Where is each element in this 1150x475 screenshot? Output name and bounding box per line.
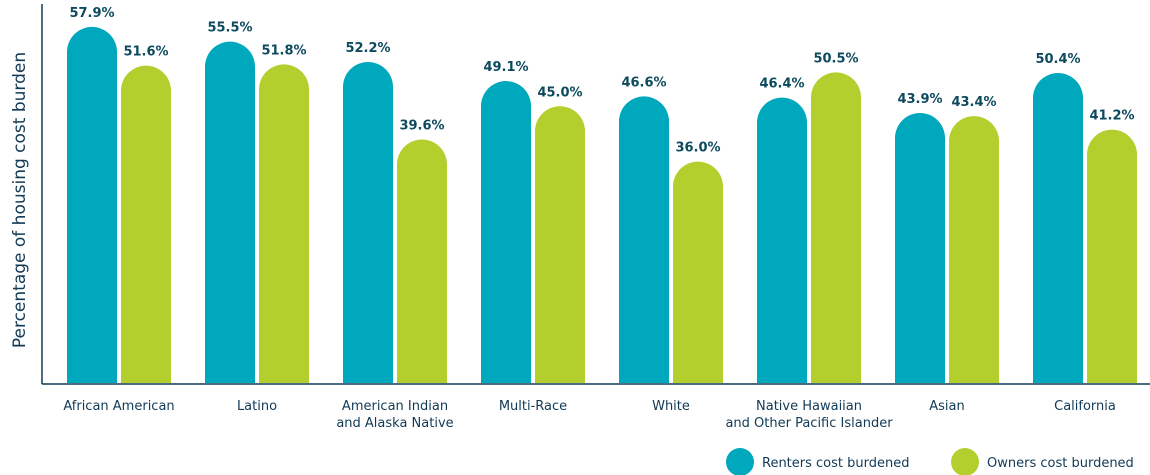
x-tick-label: Asian	[929, 399, 964, 414]
value-label: 50.4%	[1035, 52, 1080, 67]
bar	[121, 65, 171, 383]
bar	[673, 161, 723, 383]
value-label: 43.9%	[897, 92, 942, 107]
value-label: 50.5%	[813, 51, 858, 66]
bar	[481, 81, 531, 383]
legend-label: Renters cost burdened	[762, 456, 909, 471]
bar	[811, 72, 861, 384]
legend-swatch	[726, 448, 754, 475]
x-tick-label: Latino	[237, 399, 277, 414]
bar	[67, 26, 117, 383]
bar	[535, 106, 585, 383]
value-label: 52.2%	[345, 41, 390, 56]
legend-swatch	[951, 448, 979, 475]
value-label: 51.8%	[261, 43, 306, 58]
x-tick-label: African American	[63, 399, 174, 414]
value-label: 51.6%	[123, 45, 168, 60]
bar	[342, 61, 393, 383]
bar	[949, 116, 999, 383]
x-tick-label: American Indian and Alaska Native	[336, 399, 453, 431]
bar	[757, 97, 807, 383]
value-label: 43.4%	[951, 95, 996, 110]
x-tick-label: California	[1054, 399, 1116, 414]
y-axis-title: Percentage of housing cost burden	[10, 52, 30, 348]
x-tick-label: Multi-Race	[499, 399, 567, 414]
value-label: 39.6%	[399, 118, 444, 133]
bar	[895, 113, 945, 383]
bar	[397, 139, 447, 383]
value-label: 55.5%	[207, 21, 252, 36]
bar	[619, 96, 669, 383]
x-tick-label: Native Hawaiian and Other Pacific Islande…	[725, 399, 893, 431]
bar	[259, 64, 309, 384]
value-label: 41.2%	[1089, 109, 1134, 124]
bar	[1033, 73, 1083, 384]
value-label: 49.1%	[483, 60, 528, 75]
bar	[1087, 129, 1137, 383]
value-label: 45.0%	[537, 85, 582, 100]
value-label: 36.0%	[675, 141, 720, 156]
value-label: 57.9%	[69, 6, 114, 21]
bar	[205, 41, 255, 384]
value-label: 46.4%	[759, 77, 804, 92]
value-label: 46.6%	[621, 75, 666, 90]
x-tick-label: White	[652, 399, 690, 414]
legend-label: Owners cost burdened	[987, 456, 1134, 471]
